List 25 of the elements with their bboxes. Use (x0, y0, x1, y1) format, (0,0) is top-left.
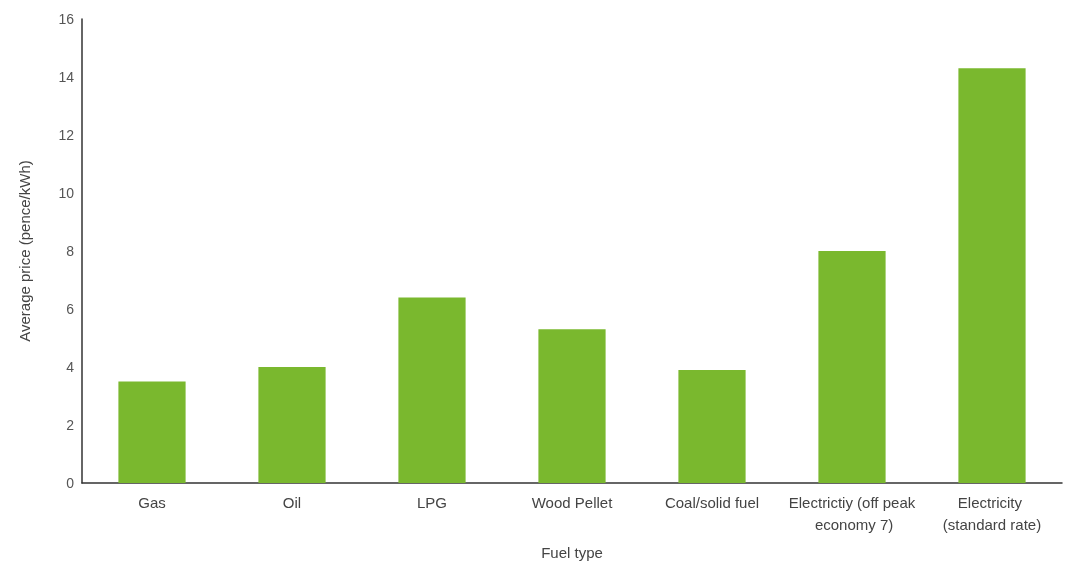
y-tick-label: 12 (58, 127, 75, 143)
bar (118, 381, 186, 483)
y-tick-label: 16 (58, 11, 75, 27)
y-tick-label: 6 (66, 301, 75, 317)
x-axis-title: Fuel type (541, 544, 603, 561)
y-axis-title: Average price (pence/kWh) (16, 160, 33, 342)
x-tick-label: LPG (416, 493, 448, 511)
y-tick-label: 2 (66, 417, 75, 433)
y-tick-label: 0 (66, 475, 75, 491)
bar (678, 369, 746, 483)
x-tick-label: Electrictiy (off peak economy 7) (788, 493, 916, 533)
x-tick-label: Oil (282, 493, 302, 511)
bar (258, 367, 326, 483)
x-tick-label: Coal/solid fuel (664, 493, 760, 511)
bar (538, 329, 606, 483)
x-tick-label: Gas (138, 493, 166, 511)
x-tick-label: Electricity (standard rate) (942, 493, 1042, 533)
y-tick-label: 8 (66, 243, 75, 259)
bar (818, 251, 886, 483)
y-tick-label: 14 (58, 69, 75, 85)
y-tick-label: 10 (58, 185, 75, 201)
bar (398, 297, 466, 483)
x-tick-label: Wood Pellet (531, 493, 614, 511)
y-tick-label: 4 (66, 359, 75, 375)
bar (958, 68, 1026, 483)
